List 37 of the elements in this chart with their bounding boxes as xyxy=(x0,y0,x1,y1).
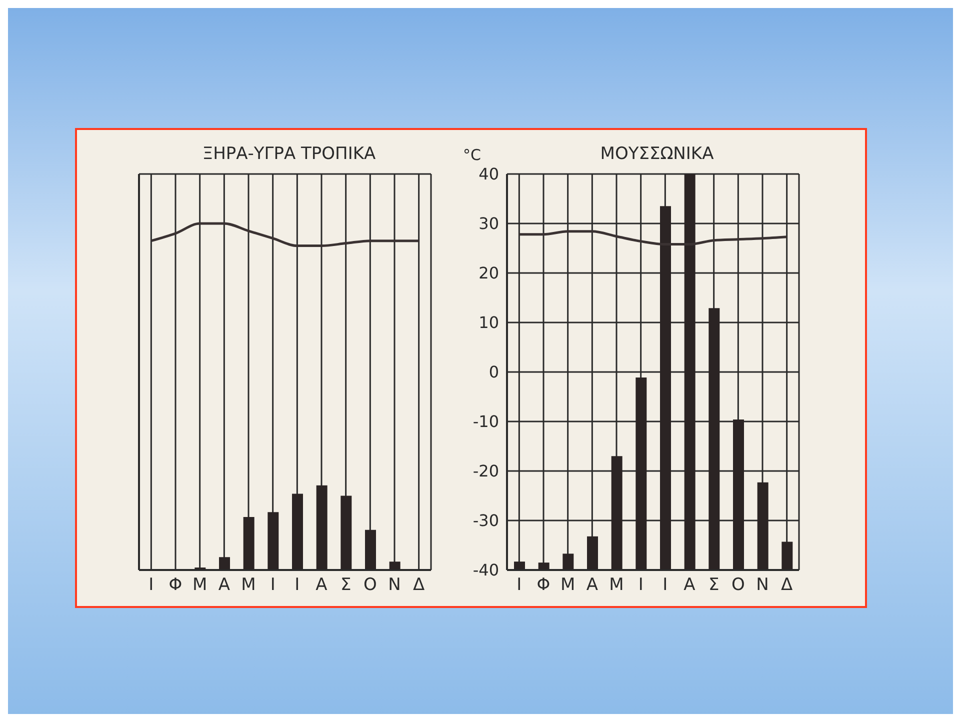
x-tick-label: Ι xyxy=(148,575,154,596)
y-tick-label: -30 xyxy=(472,511,499,530)
x-tick-label: Ν xyxy=(756,575,769,596)
y-tick-label: 10 xyxy=(478,313,499,332)
y-tick-label: 20 xyxy=(478,264,499,283)
y-tick-label: 30 xyxy=(478,214,499,234)
x-tick-label: Α xyxy=(586,575,598,596)
x-tick-label: Φ xyxy=(536,575,550,596)
line-series xyxy=(518,230,788,246)
x-tick-label: Μ xyxy=(192,575,208,596)
x-tick-label: Α xyxy=(218,575,230,596)
x-tick-label: Ο xyxy=(363,575,377,596)
x-tick-label: Μ xyxy=(609,575,624,596)
y-tick-label: 0 xyxy=(488,362,499,382)
x-tick-label: Ι xyxy=(662,575,668,596)
x-tick-label: Ο xyxy=(731,575,745,596)
x-tick-label: Α xyxy=(316,575,328,596)
x-tick-label: Ι xyxy=(270,575,276,596)
y-tick-label: -10 xyxy=(472,412,499,432)
y-tick-label: -40 xyxy=(472,560,499,580)
y-axis-title: °C xyxy=(463,146,482,164)
x-tick-label: Δ xyxy=(781,575,794,596)
y-tick-label: 40 xyxy=(478,164,499,184)
x-tick-label: Μ xyxy=(241,575,256,596)
x-tick-label: Μ xyxy=(560,575,576,596)
x-tick-label: Α xyxy=(684,575,696,596)
chart-title: ΞΗΡΑ-ΥΓΡΑ ΤΡΟΠΙΚΑ xyxy=(201,144,377,164)
chart-title: ΜΟΥΣΣΩΝΙΚΑ xyxy=(599,144,715,164)
x-tick-label: Ν xyxy=(388,575,401,596)
x-tick-label: Ι xyxy=(638,575,644,596)
x-tick-label: Σ xyxy=(708,575,720,596)
x-tick-label: Σ xyxy=(340,575,352,596)
x-tick-label: Φ xyxy=(168,575,182,596)
x-tick-label: Ι xyxy=(294,575,300,596)
y-tick-label: -20 xyxy=(472,462,499,481)
x-tick-label: Δ xyxy=(413,575,426,596)
x-tick-label: Ι xyxy=(516,575,522,596)
